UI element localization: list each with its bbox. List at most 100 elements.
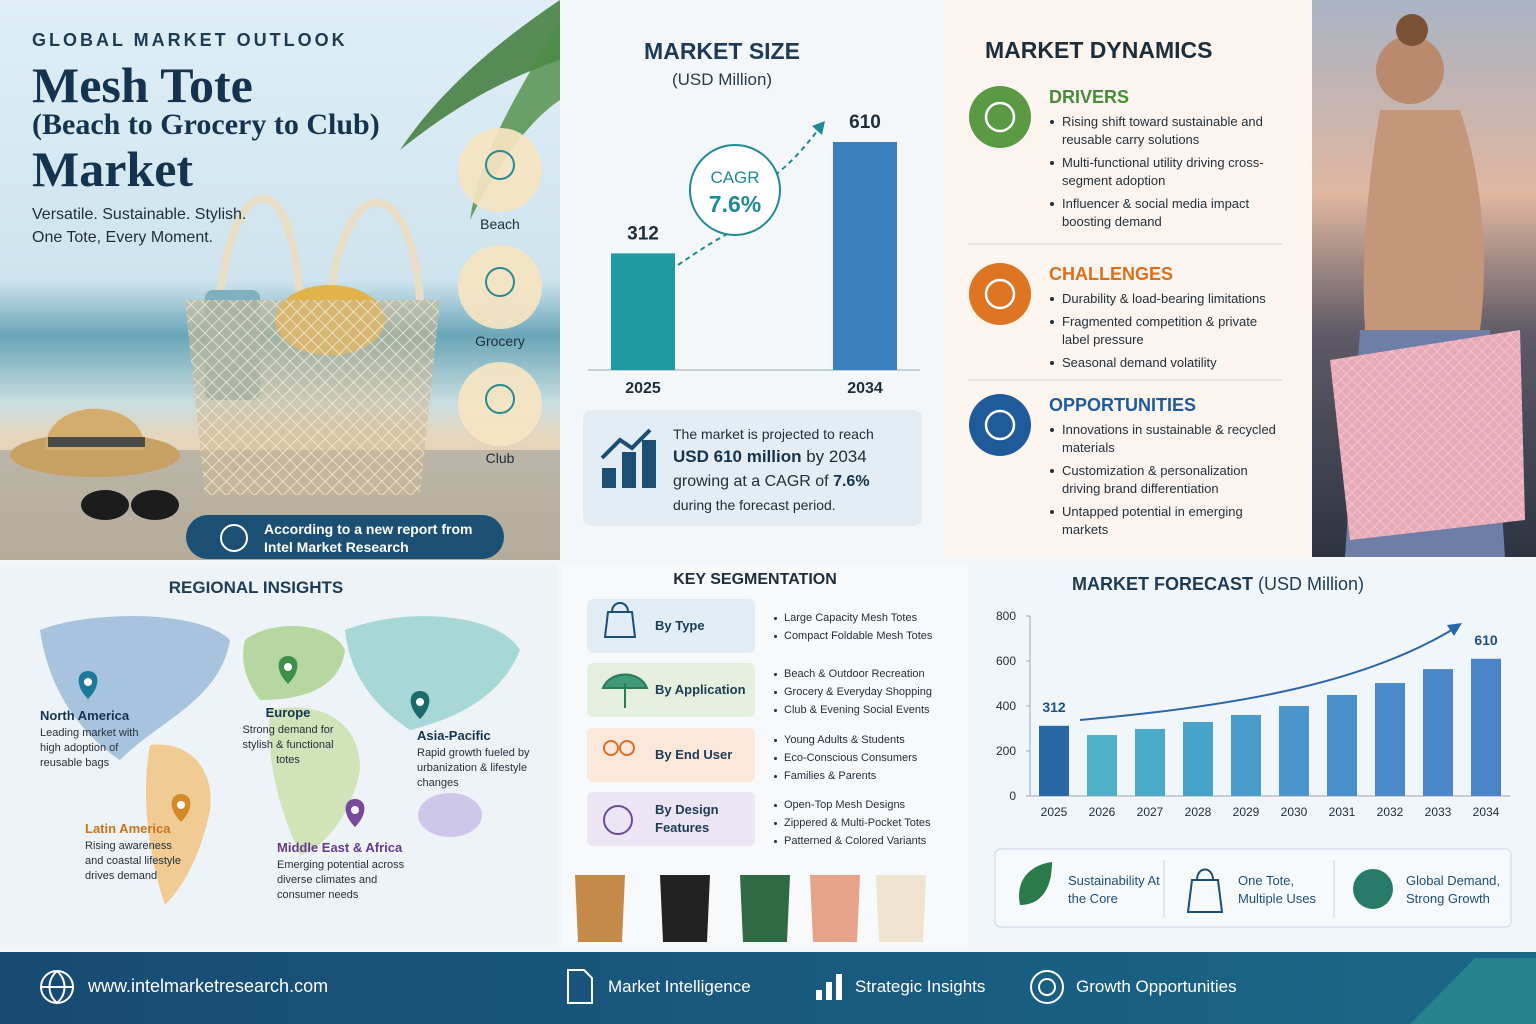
- source-text: According to a new report from: [264, 521, 473, 537]
- use-label: Beach: [480, 216, 520, 232]
- x-tick-label: 2031: [1329, 805, 1356, 819]
- pink-bag-mesh: [1330, 330, 1525, 540]
- bar: [1135, 728, 1165, 796]
- footer-item: Strategic Insights: [855, 977, 986, 996]
- summary-emphasis: 7.6%: [833, 473, 870, 490]
- value-label: 610: [1474, 632, 1498, 648]
- person-body: [1363, 110, 1484, 330]
- source-icon: [220, 524, 248, 552]
- segment-label: By Type: [655, 618, 705, 633]
- hero-title: Mesh Tote: [32, 57, 253, 113]
- segment-item: Grocery & Everyday Shopping: [774, 683, 962, 701]
- bag-sample: [810, 875, 860, 942]
- segment-label: By End User: [655, 747, 733, 762]
- x-tick-label: 2034: [1473, 805, 1500, 819]
- cagr-label: CAGR: [710, 168, 759, 187]
- dynamics-list: Rising shift toward sustainable and reus…: [1048, 113, 1288, 236]
- x-tick-label: 2028: [1185, 805, 1212, 819]
- map-pin-dot: [177, 801, 185, 809]
- dynamics-icon-glyph: [984, 278, 1016, 310]
- segment-icon: [603, 602, 637, 638]
- highlight-icon: [1186, 868, 1224, 913]
- segment-item: Eco-Conscious Consumers: [774, 749, 962, 767]
- x-tick-label: 2027: [1137, 805, 1164, 819]
- cagr-arrowhead: [812, 121, 825, 135]
- segment-icon: [619, 740, 635, 756]
- segment-item: Compact Foldable Mesh Totes: [774, 627, 962, 645]
- map-north-america: [40, 616, 230, 760]
- sunglasses: [81, 490, 129, 520]
- segment-icon: [603, 740, 619, 756]
- cagr-circle: [689, 144, 781, 236]
- dynamics-list: Innovations in sustainable & recycled ma…: [1048, 421, 1288, 544]
- hero-tagline: Versatile. Sustainable. Stylish.: [32, 206, 247, 223]
- bar: [1279, 706, 1309, 796]
- region-name: Middle East & Africa: [277, 840, 403, 855]
- map-latin-america: [145, 744, 211, 905]
- segment-item: Young Adults & Students: [774, 731, 962, 749]
- summary-text: during the forecast period.: [673, 497, 836, 513]
- dynamics-icon: [969, 394, 1031, 456]
- footer-accent: [1410, 958, 1536, 1024]
- y-tick-label: 400: [996, 699, 1016, 713]
- dynamics-item: Multi-functional utility driving cross-s…: [1050, 154, 1288, 190]
- y-tick-label: 0: [1009, 789, 1016, 803]
- bar: [611, 253, 675, 370]
- x-tick-label: 2029: [1233, 805, 1260, 819]
- footer-item: Market Intelligence: [608, 977, 751, 996]
- summary-box: [583, 410, 922, 526]
- segment-item: Open-Top Mesh Designs: [774, 796, 962, 814]
- bar: [1231, 715, 1261, 796]
- use-label: Club: [485, 450, 515, 466]
- source-text: Intel Market Research: [264, 539, 409, 555]
- section-title: MARKET DYNAMICS: [985, 37, 1213, 63]
- dynamics-item: Influencer & social media impact boostin…: [1050, 195, 1288, 231]
- dynamics-item: Seasonal demand volatility: [1050, 354, 1288, 372]
- segment-item: Large Capacity Mesh Totes: [774, 609, 962, 627]
- map-pin-dot: [416, 698, 424, 706]
- value-label: 312: [627, 223, 659, 244]
- dynamics-icon: [969, 86, 1031, 148]
- hat-band: [48, 437, 145, 447]
- x-tick-label: 2032: [1377, 805, 1404, 819]
- region-text: Strong demand for stylish & functional t…: [242, 724, 334, 766]
- value-label: 610: [849, 112, 881, 133]
- region-name: Latin America: [85, 821, 171, 836]
- dynamics-item: Untapped potential in emerging markets: [1050, 503, 1288, 539]
- highlights-box: [994, 848, 1512, 928]
- category-label: 2034: [847, 380, 883, 397]
- map-africa: [269, 707, 360, 855]
- segment-label: By Design Features: [655, 802, 719, 835]
- highlight-text: Global Demand, Strong Growth: [1406, 873, 1500, 906]
- footer-url: www.intelmarketresearch.com: [88, 976, 329, 996]
- footer-icon: [1038, 978, 1056, 996]
- footer-background: [0, 952, 1536, 1024]
- x-tick-label: 2033: [1425, 805, 1452, 819]
- segment-list: Open-Top Mesh Designs Zippered & Multi-Po…: [772, 796, 962, 850]
- dynamics-heading: CHALLENGES: [1049, 264, 1174, 284]
- chart-heading: MARKET FORECAST (USD Million): [980, 574, 1456, 595]
- segment-item: Beach & Outdoor Recreation: [774, 665, 962, 683]
- x-tick-label: 2030: [1281, 805, 1308, 819]
- hero-tagline: One Tote, Every Moment.: [32, 229, 214, 246]
- use-icon-glyph: [485, 267, 515, 297]
- map-pin-dot: [84, 678, 92, 686]
- sunglasses: [131, 490, 179, 520]
- summary-icon: [600, 428, 652, 460]
- bag-sample: [660, 875, 710, 942]
- chart-subtitle: (USD Million): [671, 70, 773, 89]
- use-icon: [458, 362, 542, 446]
- highlight-text: One Tote, Multiple Uses: [1238, 873, 1317, 906]
- segment-card: [587, 792, 755, 846]
- bag-sample: [876, 875, 926, 942]
- summary-text: by 2034: [801, 447, 867, 466]
- palm-leaf: [400, 0, 560, 150]
- cagr-value: 7.6%: [709, 191, 761, 217]
- region-name: Asia-Pacific: [417, 728, 491, 743]
- summary-text: growing at a CAGR of: [673, 473, 834, 490]
- dynamics-heading: DRIVERS: [1049, 87, 1130, 107]
- chart-subtitle: (USD Million): [1258, 574, 1365, 594]
- y-tick-label: 200: [996, 744, 1016, 758]
- dynamics-item: Customization & personalization driving …: [1050, 462, 1288, 498]
